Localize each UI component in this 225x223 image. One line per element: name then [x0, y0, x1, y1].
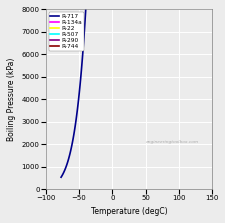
R-717: [72, 136, 74, 138]
Legend: R-717, R-134a, R-22, R-507, R-290, R-744: R-717, R-134a, R-22, R-507, R-290, R-744: [48, 12, 84, 51]
X-axis label: Temperature (degC): Temperature (degC): [90, 207, 167, 216]
R-717: [60, 175, 63, 177]
Y-axis label: Boiling Pressure (kPa): Boiling Pressure (kPa): [7, 58, 16, 141]
R-717: [59, 176, 62, 179]
R-717: [66, 161, 69, 164]
Text: engineeringtoolbox.com: engineeringtoolbox.com: [145, 140, 198, 144]
Line: R-717: R-717: [61, 10, 85, 177]
R-717: [74, 125, 76, 127]
R-717: [84, 9, 87, 11]
R-717: [78, 84, 81, 86]
R-717: [61, 173, 64, 176]
